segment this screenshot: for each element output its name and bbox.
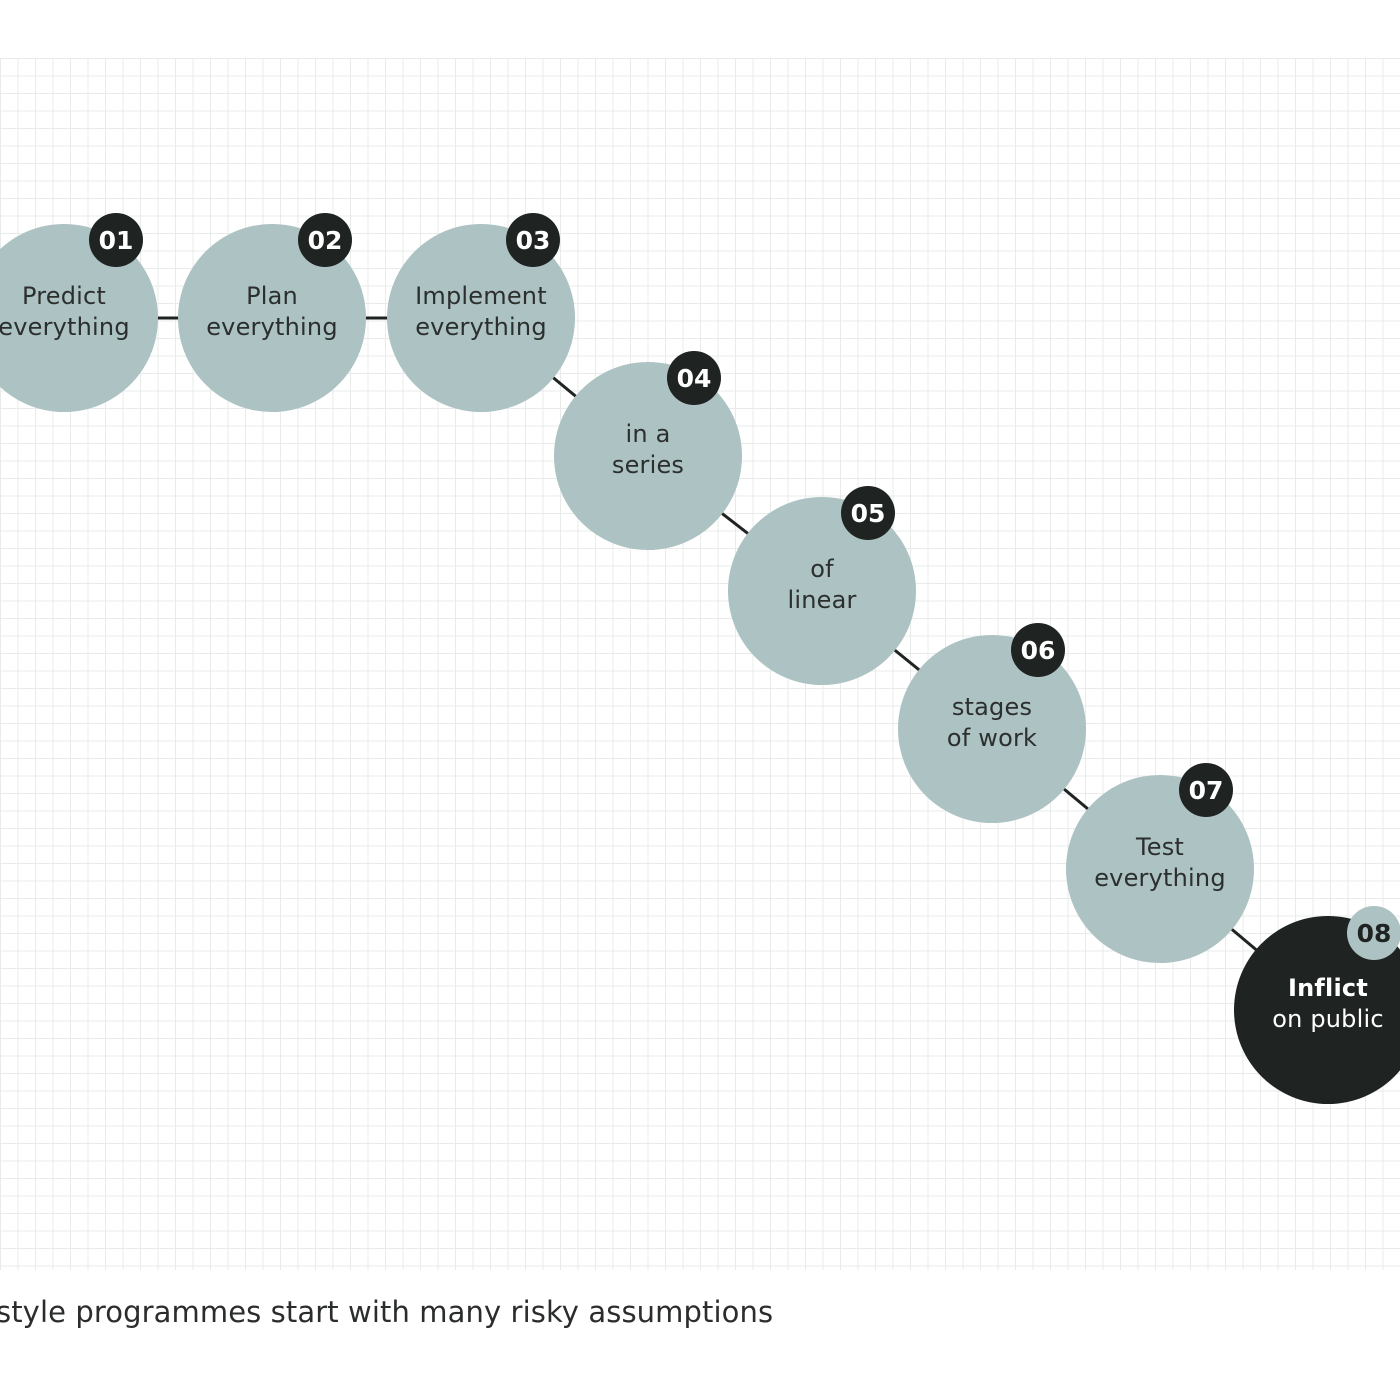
step-circle <box>0 224 158 412</box>
badge-circle <box>1179 763 1233 817</box>
step-label-line: stages <box>952 693 1032 721</box>
step-label: Inflict on public <box>1272 974 1384 1033</box>
step-label-line: linear <box>787 586 856 614</box>
step-circle <box>898 635 1086 823</box>
step-label: Predict everything <box>0 282 130 341</box>
step-number: 05 <box>851 499 886 528</box>
step-label-line: Inflict <box>1288 974 1368 1002</box>
step-circle <box>1234 916 1400 1104</box>
step-number: 04 <box>677 364 712 393</box>
step-node-02: Plan everything 02 <box>178 213 366 412</box>
badge-circle <box>506 213 560 267</box>
step-label-line: Test <box>1135 833 1184 861</box>
step-label: stages of work <box>947 693 1037 752</box>
badge-circle <box>667 351 721 405</box>
step-label-line: series <box>612 451 684 479</box>
step-node-08: Inflict on public 08 <box>1234 906 1400 1104</box>
step-label-line: everything <box>1094 864 1226 892</box>
step-number: 08 <box>1357 919 1392 948</box>
step-label: in a series <box>612 420 684 479</box>
step-label-line: Plan <box>246 282 298 310</box>
step-number-badge: 02 <box>298 213 352 267</box>
step-number-badge: 06 <box>1011 623 1065 677</box>
step-number: 06 <box>1021 636 1056 665</box>
step-number: 01 <box>99 226 134 255</box>
step-number-badge: 08 <box>1347 906 1400 960</box>
badge-circle <box>1011 623 1065 677</box>
step-label-line: everything <box>206 313 338 341</box>
step-number-badge: 07 <box>1179 763 1233 817</box>
badge-circle <box>1347 906 1400 960</box>
step-label-line: Implement <box>415 282 547 310</box>
step-node-01: Predict everything 01 <box>0 213 158 412</box>
step-node-04: in a series 04 <box>554 351 742 550</box>
step-number-badge: 05 <box>841 486 895 540</box>
step-number-badge: 04 <box>667 351 721 405</box>
step-label: Implement everything <box>415 282 547 341</box>
step-label: Test everything <box>1094 833 1226 892</box>
badge-circle <box>841 486 895 540</box>
badge-circle <box>298 213 352 267</box>
step-node-03: Implement everything 03 <box>387 213 575 412</box>
step-number: 02 <box>308 226 343 255</box>
step-circle <box>728 497 916 685</box>
step-label-line: in a <box>625 420 670 448</box>
step-number: 07 <box>1189 776 1224 805</box>
step-label-line: of work <box>947 724 1037 752</box>
figure-caption: style programmes start with many risky a… <box>0 1295 774 1329</box>
step-node-05: of linear 05 <box>728 486 916 685</box>
step-label: of linear <box>787 555 856 614</box>
step-circle <box>178 224 366 412</box>
step-circle <box>387 224 575 412</box>
step-label-line: on public <box>1272 1005 1384 1033</box>
step-number: 03 <box>516 226 551 255</box>
step-label-line: everything <box>415 313 547 341</box>
step-label-line: Predict <box>22 282 106 310</box>
step-node-06: stages of work 06 <box>898 623 1086 823</box>
step-number-badge: 03 <box>506 213 560 267</box>
step-label-line: everything <box>0 313 130 341</box>
step-label-line: of <box>810 555 834 583</box>
badge-circle <box>89 213 143 267</box>
step-circle <box>554 362 742 550</box>
step-node-07: Test everything 07 <box>1066 763 1254 963</box>
step-circle <box>1066 775 1254 963</box>
step-number-badge: 01 <box>89 213 143 267</box>
step-label: Plan everything <box>206 282 338 341</box>
